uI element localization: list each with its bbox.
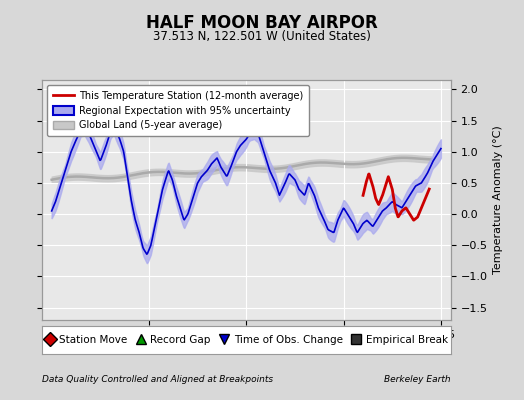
Text: 37.513 N, 122.501 W (United States): 37.513 N, 122.501 W (United States) <box>153 30 371 43</box>
Y-axis label: Temperature Anomaly (°C): Temperature Anomaly (°C) <box>493 126 503 274</box>
Legend: Station Move, Record Gap, Time of Obs. Change, Empirical Break: Station Move, Record Gap, Time of Obs. C… <box>42 333 450 347</box>
Text: HALF MOON BAY AIRPOR: HALF MOON BAY AIRPOR <box>146 14 378 32</box>
Text: Data Quality Controlled and Aligned at Breakpoints: Data Quality Controlled and Aligned at B… <box>42 375 273 384</box>
Legend: This Temperature Station (12-month average), Regional Expectation with 95% uncer: This Temperature Station (12-month avera… <box>47 85 309 136</box>
Text: Berkeley Earth: Berkeley Earth <box>384 375 451 384</box>
